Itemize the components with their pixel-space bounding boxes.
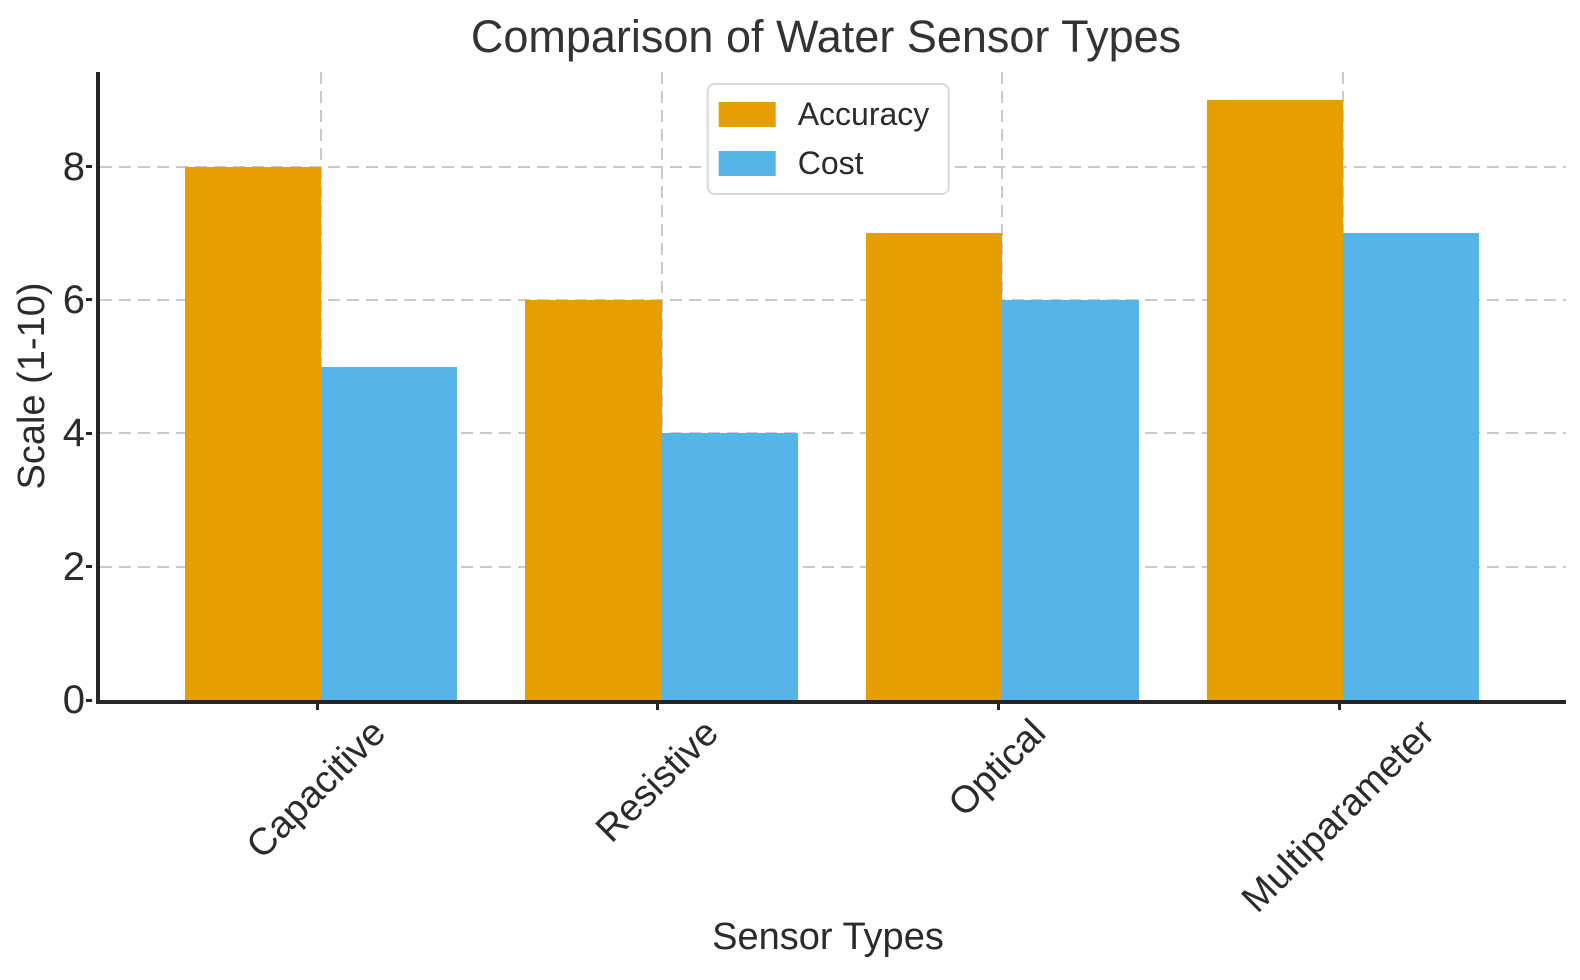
bar-cost-capacitive [321, 366, 458, 700]
bar-accuracy-resistive [525, 300, 662, 700]
y-tick-mark [85, 298, 92, 302]
legend-label: Accuracy [797, 96, 930, 132]
legend-item: Cost [718, 145, 930, 182]
y-tick-mark [85, 698, 92, 702]
x-tick-label: Resistive [587, 711, 727, 851]
y-tick-label: 4 [62, 411, 85, 456]
y-gridline [99, 565, 1566, 568]
y-tick-label: 8 [62, 144, 85, 189]
x-tick-mark [315, 704, 319, 710]
x-tick-label: Capacitive [238, 711, 394, 867]
bar-accuracy-multiparameter [1206, 100, 1343, 700]
y-tick-mark [85, 565, 92, 569]
legend-label: Cost [797, 145, 864, 182]
y-gridline [99, 298, 1566, 301]
legend: Accuracy Cost [706, 83, 950, 196]
x-tick-mark [996, 704, 1000, 710]
legend-item: Accuracy [718, 96, 930, 132]
legend-swatch-cost [718, 151, 776, 177]
x-tick-label: Optical [941, 711, 1055, 826]
y-tick-mark [85, 165, 92, 169]
y-gridline [99, 432, 1566, 435]
y-tick-label: 0 [62, 678, 85, 722]
bar-accuracy-capacitive [184, 166, 321, 700]
bar-cost-multiparameter [1343, 233, 1480, 700]
y-tick-label: 2 [62, 544, 85, 589]
x-axis-label: Sensor Types [712, 916, 944, 958]
x-tick-mark [1337, 704, 1341, 710]
bar-cost-resistive [661, 433, 798, 700]
plot-area [95, 72, 1566, 704]
y-tick-mark [85, 431, 92, 435]
y-tick-label: 6 [62, 277, 85, 322]
bar-cost-optical [1002, 300, 1139, 700]
bar-accuracy-optical [866, 233, 1003, 700]
y-axis-label: Scale (1-10) [11, 282, 54, 490]
x-tick-label: Multiparameter [1233, 711, 1443, 921]
x-tick-mark [656, 704, 660, 710]
chart-title: Comparison of Water Sensor Types [470, 11, 1182, 62]
x-gridline [660, 72, 663, 700]
legend-swatch-accuracy [718, 102, 776, 128]
